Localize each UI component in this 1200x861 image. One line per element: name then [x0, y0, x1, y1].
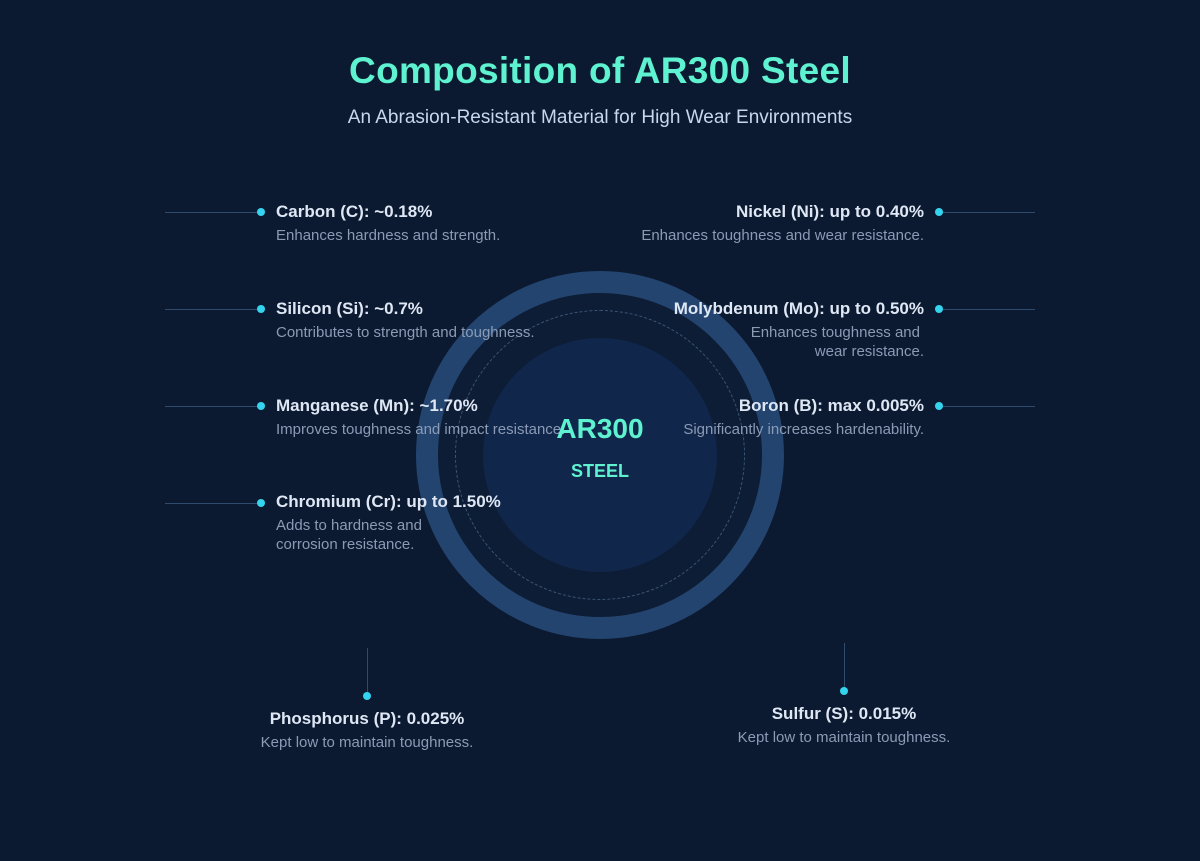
element-heading: Molybdenum (Mo): up to 0.50%	[673, 299, 924, 318]
bullet-dot-icon	[935, 402, 943, 410]
connector-line	[165, 309, 261, 310]
element-description: Contributes to strength and toughness.	[276, 324, 535, 341]
element-description: Enhances hardness and strength.	[276, 227, 501, 244]
element-heading: Silicon (Si): ~0.7%	[276, 299, 423, 318]
connector-line	[165, 406, 261, 407]
center-title: AR300	[556, 413, 644, 444]
element-description: Kept low to maintain toughness.	[737, 729, 951, 746]
bullet-dot-icon	[257, 208, 265, 216]
description-line: Adds to hardness and	[276, 517, 422, 534]
connector-line	[165, 503, 261, 504]
connector-line	[939, 309, 1035, 310]
element-silicon: Silicon (Si): ~0.7% Contributes to stren…	[276, 298, 535, 342]
bullet-dot-icon	[257, 305, 265, 313]
connector-line	[939, 406, 1035, 407]
page-subtitle: An Abrasion-Resistant Material for High …	[347, 107, 853, 128]
bullet-dot-icon	[257, 402, 265, 410]
connector-line	[844, 643, 845, 690]
bullet-dot-icon	[935, 208, 943, 216]
connector-line	[165, 212, 261, 213]
bullet-dot-icon	[840, 687, 848, 695]
description-line: corrosion resistance.	[276, 536, 415, 553]
element-description: Significantly increases hardenability.	[683, 421, 924, 438]
bullet-dot-icon	[935, 305, 943, 313]
element-molybdenum: Molybdenum (Mo): up to 0.50% Enhances to…	[674, 298, 924, 361]
element-description: Enhances toughness and wear resistance.	[674, 323, 924, 361]
element-carbon: Carbon (C): ~0.18% Enhances hardness and…	[276, 201, 500, 245]
element-phosphorus: Phosphorus (P): 0.025% Kept low to maint…	[217, 708, 517, 752]
description-line: wear resistance.	[814, 343, 924, 360]
element-description: Enhances toughness and wear resistance.	[641, 227, 924, 244]
element-description: Improves toughness and impact resistance…	[276, 421, 566, 438]
element-chromium: Chromium (Cr): up to 1.50% Adds to hardn…	[276, 491, 501, 554]
element-heading: Sulfur (S): 0.015%	[771, 704, 917, 723]
bullet-dot-icon	[363, 692, 371, 700]
element-heading: Carbon (C): ~0.18%	[276, 202, 433, 221]
connector-line	[367, 648, 368, 695]
element-sulfur: Sulfur (S): 0.015% Kept low to maintain …	[694, 703, 994, 747]
core-circle	[483, 338, 717, 572]
center-subtitle: STEEL	[570, 461, 629, 481]
element-nickel: Nickel (Ni): up to 0.40% Enhances toughn…	[641, 201, 924, 245]
element-heading: Phosphorus (P): 0.025%	[269, 709, 465, 728]
element-heading: Chromium (Cr): up to 1.50%	[276, 492, 501, 511]
connector-line	[939, 212, 1035, 213]
dashed-ring	[455, 310, 745, 600]
element-description: Kept low to maintain toughness.	[260, 734, 474, 751]
page-title: Composition of AR300 Steel	[349, 50, 851, 91]
element-manganese: Manganese (Mn): ~1.70% Improves toughnes…	[276, 395, 565, 439]
element-heading: Manganese (Mn): ~1.70%	[276, 396, 478, 415]
element-heading: Boron (B): max 0.005%	[738, 396, 924, 415]
element-boron: Boron (B): max 0.005% Significantly incr…	[683, 395, 924, 439]
element-description: Adds to hardness and corrosion resistanc…	[276, 516, 501, 554]
description-line: Enhances toughness and	[750, 324, 920, 341]
element-heading: Nickel (Ni): up to 0.40%	[736, 202, 924, 221]
bullet-dot-icon	[257, 499, 265, 507]
